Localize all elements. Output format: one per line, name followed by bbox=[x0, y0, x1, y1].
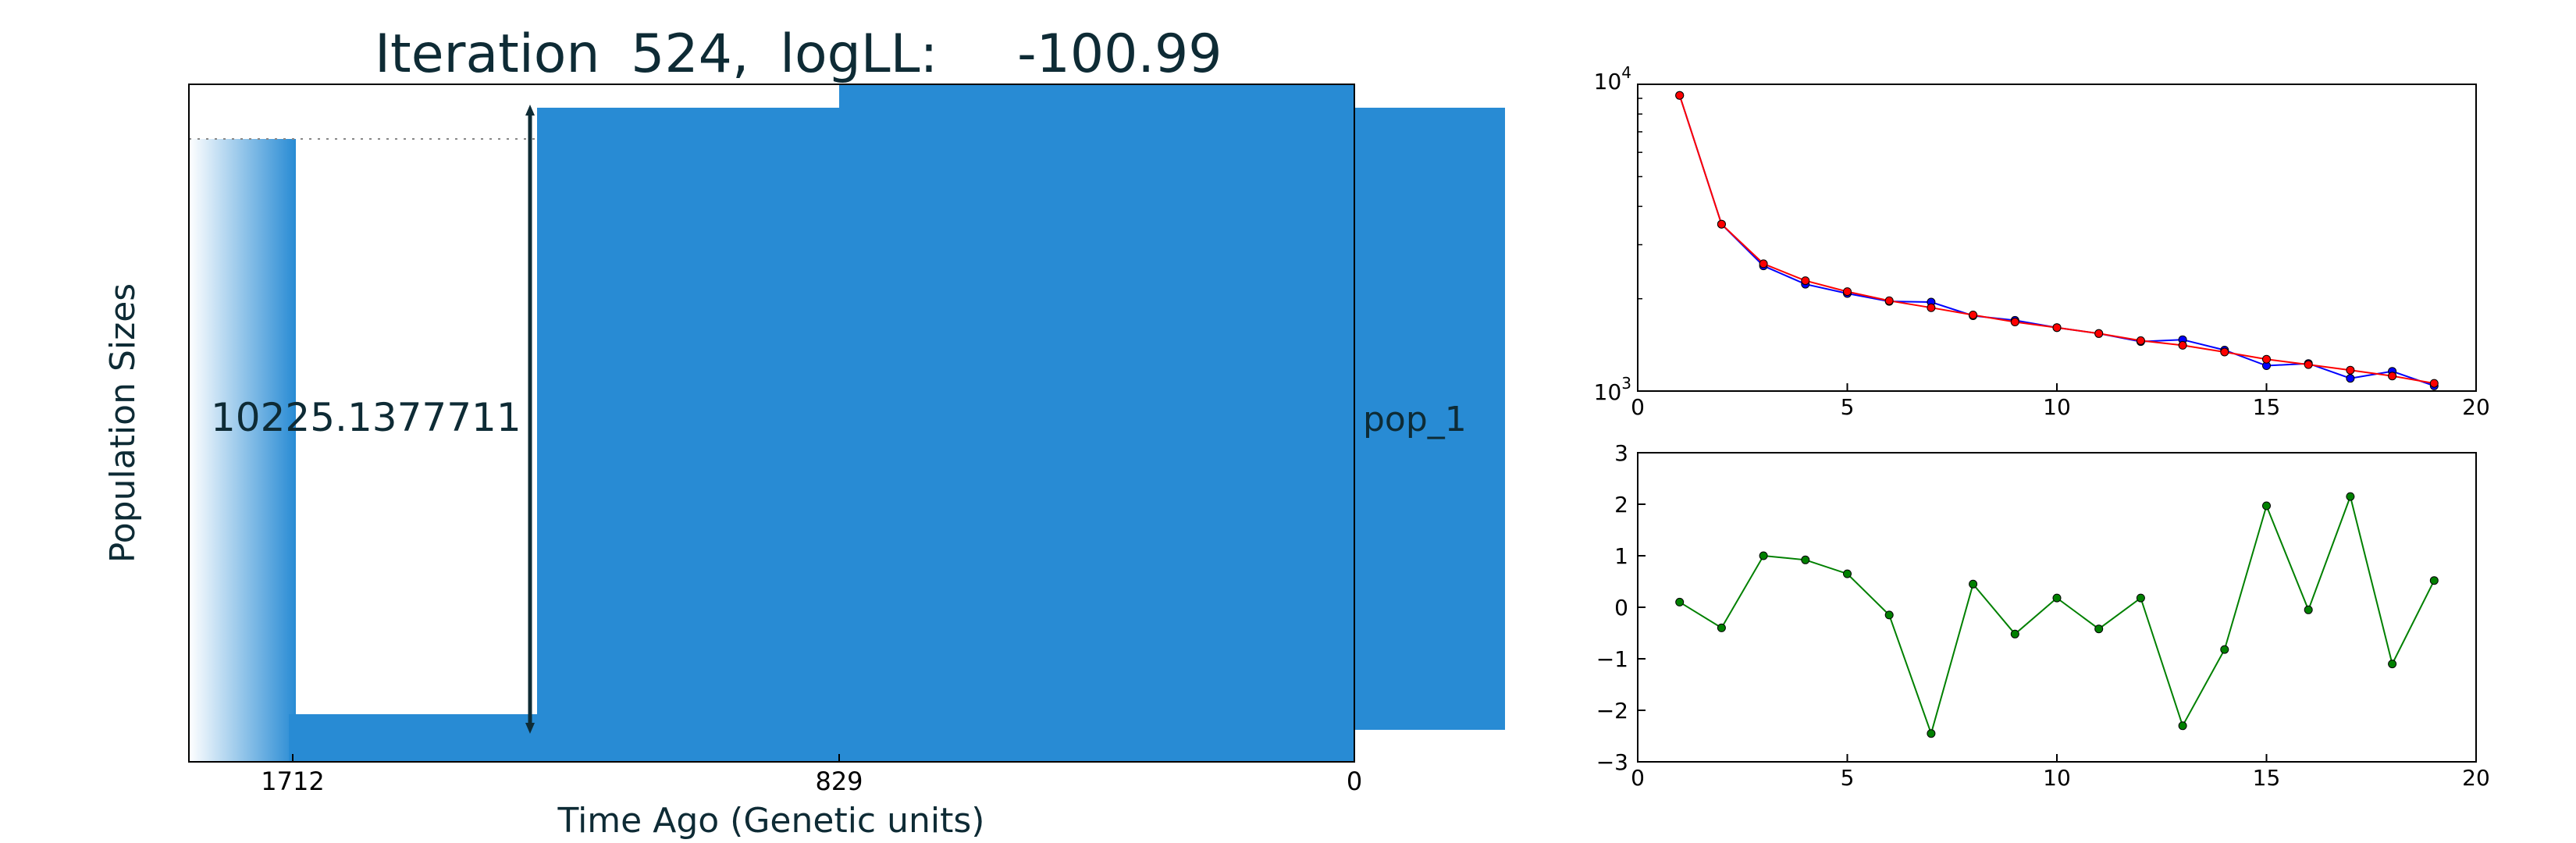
data-point bbox=[2429, 379, 2439, 388]
data-point bbox=[2136, 593, 2145, 603]
demography-chart: Iteration 524, logLL: -100.99 10225.1377… bbox=[103, 23, 1505, 841]
data-point bbox=[1927, 303, 1936, 312]
size-arrow-head-top bbox=[525, 105, 535, 116]
y-tick-label: 3 bbox=[1614, 440, 1628, 466]
data-point bbox=[1801, 555, 1810, 564]
series-line-0 bbox=[1678, 94, 2435, 387]
series-line-0 bbox=[1679, 493, 2435, 737]
data-point bbox=[2388, 660, 2397, 669]
data-point bbox=[2429, 576, 2439, 585]
chart-title: Iteration 524, logLL: -100.99 bbox=[375, 23, 1222, 85]
data-point bbox=[1969, 579, 1978, 589]
data-point bbox=[2136, 336, 2145, 345]
bottom-x-ticks: 0 5 10 15 20 bbox=[1631, 754, 2490, 791]
data-point bbox=[2346, 374, 2355, 383]
x-tick-label: 20 bbox=[2462, 765, 2490, 791]
population-label: pop_1 bbox=[1363, 400, 1467, 439]
data-point bbox=[2052, 593, 2062, 603]
y-tick-label: 2 bbox=[1614, 492, 1628, 518]
data-point bbox=[1843, 287, 1852, 297]
main-block-lower bbox=[537, 108, 839, 762]
data-point bbox=[1801, 276, 1810, 286]
y-tick-label-10k: 104 bbox=[1594, 63, 1631, 94]
top-axes-frame bbox=[1637, 84, 2477, 392]
data-point bbox=[2094, 624, 2104, 634]
y-tick-label: 0 bbox=[1614, 595, 1628, 621]
x-tick-label: 5 bbox=[1841, 394, 1855, 420]
data-point bbox=[1884, 610, 1894, 620]
x-tick-label: 10 bbox=[2043, 394, 2071, 420]
bottom-y-ticks: 3 2 1 0 −1 −2 −3 bbox=[1596, 440, 1646, 775]
title-prefix: Iteration bbox=[375, 23, 600, 85]
x-tick-label: 0 bbox=[1631, 765, 1645, 791]
y-tick-label: −1 bbox=[1596, 646, 1628, 672]
y-tick-label: 1 bbox=[1614, 543, 1628, 569]
x-axis-label: Time Ago (Genetic units) bbox=[557, 801, 985, 841]
data-point bbox=[2220, 347, 2229, 357]
data-point bbox=[1759, 551, 1768, 560]
size-arrow-head-bottom bbox=[525, 723, 535, 734]
top-x-ticks: 0 5 10 15 20 bbox=[1631, 98, 2490, 420]
log-scale-chart: 104 103 0 5 10 15 20 bbox=[1594, 63, 2490, 420]
iteration-value: 524 bbox=[631, 23, 732, 85]
data-point bbox=[1884, 296, 1894, 305]
x-tick-label: 10 bbox=[2043, 765, 2071, 791]
pop1-block bbox=[1354, 108, 1505, 730]
size-annotation: 10225.1377711 bbox=[211, 395, 521, 440]
data-point bbox=[1675, 91, 1685, 100]
data-point bbox=[2346, 365, 2355, 375]
x-tick-label: 1712 bbox=[261, 767, 324, 796]
data-point bbox=[1675, 597, 1685, 606]
loglik-value: -100.99 bbox=[1017, 23, 1222, 85]
loglik-label: logLL: bbox=[780, 23, 938, 85]
data-point bbox=[2178, 340, 2187, 350]
top-series bbox=[1675, 91, 2439, 390]
x-tick-label: 15 bbox=[2253, 765, 2281, 791]
y-tick-label-1k: 103 bbox=[1594, 374, 1631, 405]
data-point bbox=[2178, 721, 2187, 731]
x-tick-label: 829 bbox=[815, 767, 863, 796]
gradient-block bbox=[189, 139, 296, 762]
data-point bbox=[1969, 311, 1978, 319]
title-separator: , bbox=[732, 23, 749, 85]
data-point bbox=[2010, 629, 2019, 638]
data-point bbox=[1759, 259, 1768, 269]
main-block-upper bbox=[839, 84, 1354, 762]
x-tick-label: 15 bbox=[2253, 394, 2281, 420]
y-axis-label: Population Sizes bbox=[103, 283, 143, 563]
data-point bbox=[2304, 360, 2313, 369]
series-line-1 bbox=[1678, 94, 2435, 385]
data-point bbox=[1843, 569, 1852, 578]
data-point bbox=[2346, 492, 2355, 501]
left-axes-frame bbox=[188, 84, 1355, 763]
x-tick-label: 5 bbox=[1841, 765, 1855, 791]
x-tick-label: 0 bbox=[1631, 394, 1645, 420]
data-point bbox=[2388, 372, 2397, 381]
data-point bbox=[1717, 623, 1726, 632]
data-point bbox=[2052, 323, 2062, 333]
bottom-series bbox=[1675, 492, 2439, 738]
data-point bbox=[2010, 318, 2019, 326]
data-point bbox=[2262, 354, 2271, 364]
data-point bbox=[1927, 729, 1936, 738]
x-tick-label: 20 bbox=[2462, 394, 2490, 420]
left-x-ticks: 1712 829 0 bbox=[261, 754, 1362, 796]
x-tick-label: 0 bbox=[1347, 767, 1362, 796]
data-point bbox=[2304, 605, 2313, 614]
data-point bbox=[2220, 645, 2229, 654]
bottleneck-block bbox=[289, 714, 537, 762]
y-tick-label: −2 bbox=[1596, 698, 1628, 724]
data-point bbox=[2262, 501, 2271, 510]
y-tick-label: −3 bbox=[1596, 749, 1628, 775]
data-point bbox=[2094, 329, 2104, 338]
data-point bbox=[1717, 219, 1726, 229]
